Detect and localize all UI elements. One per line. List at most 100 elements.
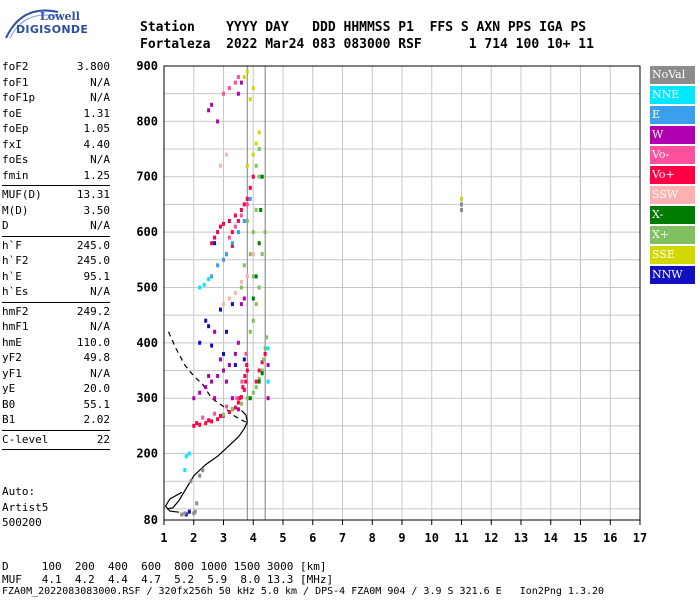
param-value: 22 [96, 432, 110, 446]
param-key: MUF(D) [2, 188, 42, 201]
data-point [251, 230, 255, 235]
data-point [251, 274, 255, 279]
x-tick-label: 3 [220, 531, 227, 545]
data-point [254, 208, 258, 212]
data-point [239, 401, 243, 406]
data-point [213, 329, 217, 334]
data-point [198, 340, 202, 345]
x-tick-label: 13 [514, 531, 528, 545]
param-value: N/A [90, 320, 110, 333]
data-point [222, 412, 225, 417]
data-point [236, 407, 240, 412]
param-key: foE [2, 106, 22, 120]
param-value: 110.0 [76, 335, 110, 349]
data-point [198, 473, 202, 478]
param-group-3: h`F 245.0 h`F2 245.0 h`E 95.1 h`Es N/A [2, 238, 110, 300]
data-point [201, 468, 205, 473]
param-row-b1: B1 2.02 [2, 412, 110, 428]
data-point [242, 387, 246, 392]
data-point [460, 202, 463, 207]
muf-table: D 100 200 400 600 800 1000 1500 3000 [km… [2, 560, 333, 586]
data-point [192, 423, 196, 428]
grid-layer [163, 65, 641, 520]
data-point [222, 302, 225, 307]
param-key: B1 [2, 413, 16, 426]
x-tick-label: 9 [398, 531, 405, 545]
param-key: B0 [2, 397, 16, 411]
param-value: 245.0 [76, 238, 110, 252]
y-tick-label: 500 [136, 280, 158, 294]
data-point [204, 385, 208, 390]
param-key: yE [2, 382, 16, 395]
data-point [263, 230, 267, 235]
data-point [225, 152, 228, 157]
data-point [257, 379, 261, 384]
series-ssw [219, 152, 255, 307]
legend-item-x: X- [650, 206, 695, 224]
data-point [265, 335, 269, 340]
param-divider [2, 429, 110, 431]
param-value: N/A [90, 285, 110, 298]
x-tick-label: 17 [633, 531, 647, 545]
muf-row: MUF 4.1 4.2 4.4 4.7 5.2 5.9 8.0 13.3 [MH… [2, 573, 334, 586]
data-point [180, 512, 184, 517]
data-point [245, 219, 249, 223]
data-point [207, 324, 211, 329]
param-key: D [2, 219, 9, 232]
param-group-5: C-level 22 [2, 432, 110, 448]
series-sse [242, 69, 463, 201]
data-point [259, 208, 263, 212]
data-point [239, 208, 243, 212]
data-point [216, 119, 220, 124]
legend-item-nne: NNE [650, 86, 695, 104]
param-divider [2, 185, 110, 186]
y-tick-label: 80 [144, 513, 158, 527]
data-point [254, 274, 258, 279]
data-point [266, 363, 270, 367]
param-key: fmin [2, 168, 29, 182]
data-point [257, 174, 261, 179]
data-point [251, 318, 255, 323]
data-point [242, 202, 246, 207]
data-point [230, 243, 234, 248]
data-point [248, 252, 252, 257]
data-point [266, 346, 270, 351]
data-point [248, 396, 252, 401]
param-key: yF2 [2, 351, 22, 364]
data-point [210, 102, 214, 107]
param-row-d: D N/A [2, 218, 110, 234]
param-row-he: h`E 95.1 [2, 269, 110, 285]
profile-dashed-curve [167, 331, 247, 423]
param-key: h`E [2, 269, 22, 283]
series-vo [192, 174, 267, 428]
param-row-foe: foE 1.31 [2, 106, 110, 122]
data-point [207, 374, 211, 378]
data-point [251, 252, 255, 257]
data-point [210, 343, 214, 348]
data-point [213, 241, 217, 246]
param-key: h`Es [2, 285, 29, 298]
data-point [254, 163, 258, 168]
param-group-1: foF2 3.800 foF1 N/A foF1p N/A foE 1.31 foEp 1… [2, 59, 110, 183]
param-key: foF1p [2, 91, 36, 104]
param-key: foF1 [2, 75, 29, 89]
data-point [245, 368, 249, 373]
data-point [227, 86, 231, 91]
data-point [225, 379, 228, 384]
data-point [263, 351, 267, 356]
data-point [239, 80, 243, 85]
data-point [242, 75, 246, 80]
legend-item-e: E [650, 106, 695, 124]
data-point [225, 404, 228, 409]
legend-item-x: X+ [650, 226, 695, 244]
param-row-muf: MUF(D) 13.31 [2, 187, 110, 203]
param-key: hmF1 [2, 320, 29, 333]
data-point [242, 219, 246, 223]
param-key: h`F2 [2, 254, 29, 267]
data-point [204, 318, 208, 323]
auto-program: Artist5 [2, 500, 49, 514]
data-point [460, 196, 463, 201]
data-point [219, 307, 222, 312]
series-vo [201, 75, 249, 420]
data-point [240, 379, 244, 384]
